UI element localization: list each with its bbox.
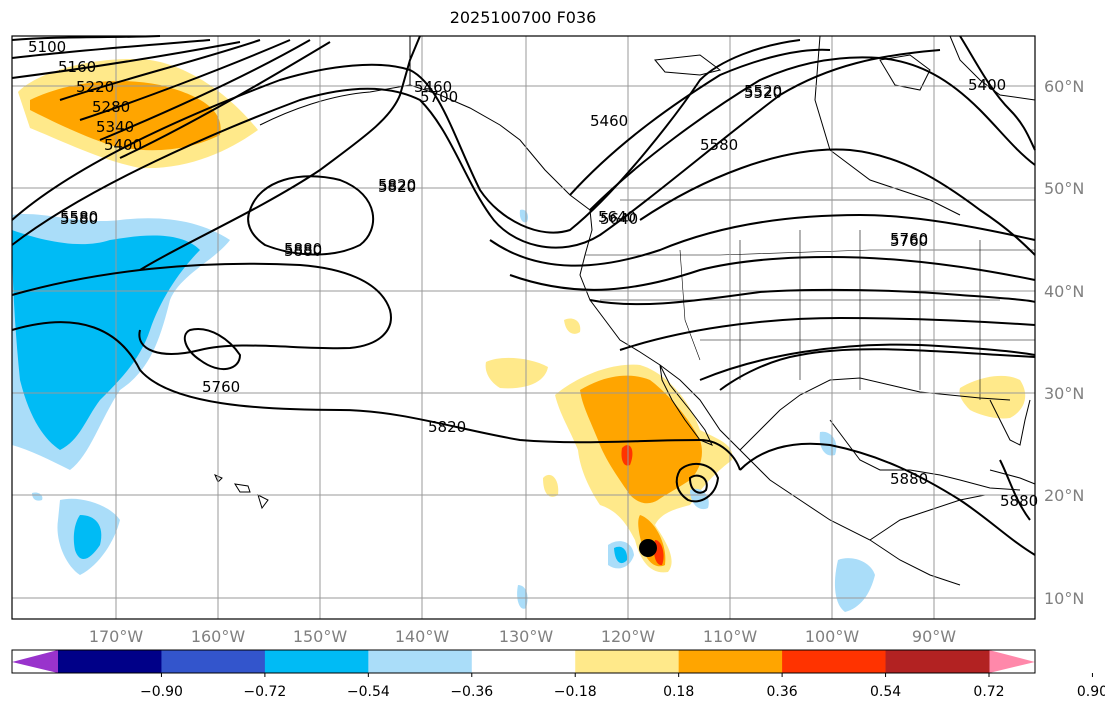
contour-label: 5160 — [58, 58, 96, 76]
lon-label: 130°W — [499, 627, 554, 646]
coastlines — [214, 35, 1036, 586]
lon-label: 100°W — [805, 627, 860, 646]
contour-label: 5520 — [744, 82, 782, 100]
colorbar-segment — [885, 650, 990, 673]
colorbar-segment — [161, 650, 266, 673]
lat-label: 20°N — [1044, 486, 1084, 505]
contour-label: 5760 — [890, 230, 928, 248]
lat-label: 30°N — [1044, 384, 1084, 403]
colorbar-tick-label: −0.36 — [450, 684, 493, 700]
colorbar-segments — [58, 650, 990, 673]
contour-label: 5700 — [420, 88, 458, 106]
contour-label: 5820 — [428, 418, 466, 436]
longitude-labels: 170°W 160°W 150°W 140°W 130°W 120°W 110°… — [89, 627, 956, 646]
map-title: 2025100700 F036 — [449, 8, 597, 27]
contour-label: 5880 — [890, 470, 928, 488]
colorbar-segment — [782, 650, 887, 673]
contour-label: 5580 — [700, 136, 738, 154]
map-frame — [11, 35, 1036, 620]
storm-center-marker — [639, 539, 657, 557]
lat-label: 40°N — [1044, 282, 1084, 301]
contour-labels: 5100 5160 5220 5280 5340 5400 5460 5520 … — [28, 38, 1038, 510]
colorbar-tick-label: 0.54 — [870, 684, 901, 700]
contour-label: 5340 — [96, 118, 134, 136]
lon-label: 140°W — [395, 627, 450, 646]
colorbar-tick-label: −0.54 — [347, 684, 390, 700]
colorbar-frame — [11, 649, 1036, 674]
contour-label: 5880 — [284, 240, 322, 258]
colorbar-segment — [471, 650, 576, 673]
lat-label: 50°N — [1044, 179, 1084, 198]
colorbar-ticks: −0.90 −0.72 −0.54 −0.36 −0.18 0.18 0.36 0.54 0.7… — [140, 673, 1105, 700]
contour-label: 5820 — [378, 176, 416, 194]
lat-label: 10°N — [1044, 589, 1084, 608]
contour-label: 5640 — [598, 208, 636, 226]
colorbar-tick-label: 0.72 — [973, 684, 1004, 700]
lon-label: 170°W — [89, 627, 144, 646]
latitude-labels: 60°N 50°N 40°N 30°N 20°N 10°N — [1044, 77, 1084, 608]
lon-label: 110°W — [703, 627, 758, 646]
colorbar-tick-label: 0.90 — [1077, 684, 1105, 700]
contour-label: 5400 — [104, 136, 142, 154]
colorbar: −0.90 −0.72 −0.54 −0.36 −0.18 0.18 0.36 0.54 0.7… — [11, 649, 1105, 700]
lon-label: 90°W — [912, 627, 956, 646]
contour-label: 5280 — [92, 98, 130, 116]
lat-label: 60°N — [1044, 77, 1084, 96]
colorbar-extend-left — [12, 650, 58, 673]
contour-label: 5880 — [1000, 492, 1038, 510]
colorbar-tick-label: −0.90 — [140, 684, 183, 700]
colorbar-tick-label: −0.18 — [554, 684, 597, 700]
contour-label: 5640 — [600, 210, 638, 228]
contour-label: 5760 — [202, 378, 240, 396]
contour-label: 5580 — [60, 208, 98, 226]
colorbar-segment — [368, 650, 473, 673]
contour-label: 5760 — [890, 232, 928, 250]
colorbar-segment — [678, 650, 783, 673]
contour-label: 5880 — [284, 242, 322, 260]
contour-label: 5400 — [968, 76, 1006, 94]
contour-label: 5520 — [744, 84, 782, 102]
colorbar-tick-label: 0.36 — [767, 684, 798, 700]
lon-label: 160°W — [191, 627, 246, 646]
colorbar-tick-label: −0.72 — [243, 684, 286, 700]
contour-label: 5820 — [378, 178, 416, 196]
lon-label: 120°W — [601, 627, 656, 646]
contour-label: 5460 — [414, 78, 452, 96]
contour-label: 5460 — [590, 112, 628, 130]
colorbar-tick-label: 0.18 — [663, 684, 694, 700]
contour-label: 5220 — [76, 78, 114, 96]
contour-label: 5100 — [28, 38, 66, 56]
lon-label: 150°W — [293, 627, 348, 646]
colorbar-extend-right — [989, 650, 1035, 673]
colorbar-segment — [575, 650, 680, 673]
height-contours — [11, 35, 1036, 556]
colorbar-segment — [264, 650, 369, 673]
colorbar-segment — [58, 650, 162, 673]
contour-label: 5580 — [60, 210, 98, 228]
